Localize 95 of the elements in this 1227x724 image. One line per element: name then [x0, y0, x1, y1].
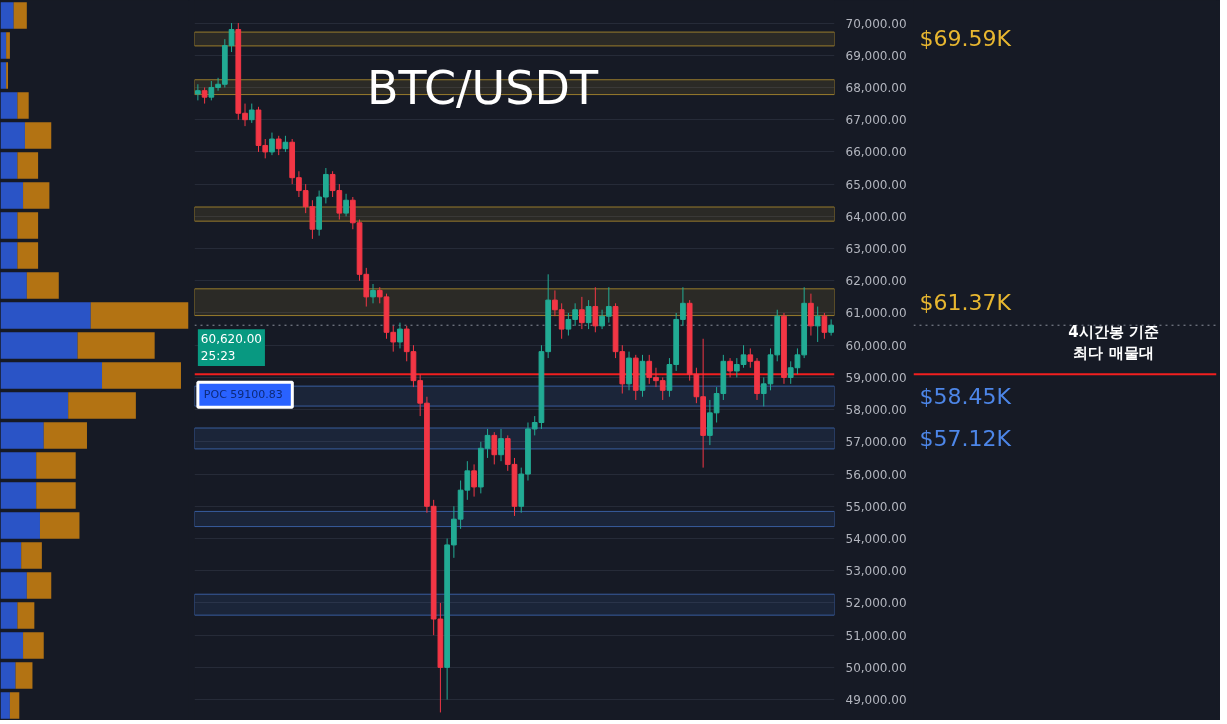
- bar: [26, 572, 52, 599]
- y-tick-label: 51,000.00: [845, 628, 907, 643]
- y-tick-label: 56,000.00: [845, 467, 907, 482]
- candlestick: [821, 312, 828, 340]
- bar: [17, 602, 35, 629]
- bar: [39, 512, 80, 539]
- bar: [0, 482, 37, 509]
- bar: [0, 182, 24, 209]
- y-tick-label: 59,000.00: [845, 370, 907, 385]
- candlestick: [471, 463, 477, 498]
- bar: [21, 542, 42, 569]
- bar: [68, 392, 136, 419]
- candlestick: [370, 283, 376, 304]
- candlestick: [397, 322, 403, 349]
- bar: [0, 542, 22, 569]
- bar: [0, 62, 7, 89]
- band-label: $58.45K: [919, 383, 1012, 409]
- bar: [17, 212, 39, 239]
- bar: [0, 122, 25, 149]
- bar: [0, 452, 37, 479]
- candlestick: [828, 318, 834, 337]
- candlestick: [195, 83, 201, 101]
- y-tick-label: 52,000.00: [845, 596, 907, 611]
- y-tick-label: 53,000.00: [845, 564, 907, 579]
- y-tick-label: 55,000.00: [845, 499, 907, 514]
- bar: [6, 32, 10, 59]
- bar: [0, 272, 27, 299]
- bar: [0, 302, 91, 329]
- text: BTC/USDT: [367, 60, 599, 115]
- bar: [0, 632, 24, 659]
- candlestick: [248, 103, 255, 124]
- band-label: $61.37K: [919, 289, 1012, 315]
- y-tick-label: 70,000.00: [845, 16, 907, 31]
- bar: [23, 632, 44, 659]
- bar: [0, 362, 103, 389]
- y-tick-label: 65,000.00: [845, 177, 907, 192]
- candlestick: [491, 431, 498, 465]
- bar: [17, 242, 39, 269]
- bar: [0, 662, 16, 689]
- candlestick: [269, 132, 275, 156]
- candlestick: [498, 428, 504, 462]
- y-tick-label: 63,000.00: [845, 242, 907, 257]
- text: 4시간봉 기준 최다 매물대: [1068, 322, 1159, 363]
- bar: [26, 272, 59, 299]
- y-tick-label: 54,000.00: [845, 531, 907, 546]
- candlestick: [808, 293, 814, 337]
- y-tick-label: 68,000.00: [845, 80, 907, 95]
- bar: [0, 2, 14, 29]
- candlestick: [579, 296, 585, 330]
- bar: [0, 242, 18, 269]
- bar: [0, 512, 40, 539]
- y-tick-label: 69,000.00: [845, 48, 907, 63]
- bar: [43, 422, 87, 449]
- bar: [24, 122, 52, 149]
- bar: [0, 422, 44, 449]
- y-tick-label: 60,000.00: [845, 338, 907, 353]
- bar: [0, 212, 18, 239]
- bar: [23, 182, 50, 209]
- band-label: $69.59K: [919, 26, 1012, 52]
- bar: [0, 152, 18, 179]
- y-tick-label: 64,000.00: [845, 209, 907, 224]
- y-tick-label: 66,000.00: [845, 145, 907, 160]
- ref-line-label: 60,620.00 25:23: [200, 332, 262, 364]
- bar: [15, 662, 33, 689]
- y-tick-label: 50,000.00: [845, 660, 907, 675]
- bar: [0, 392, 69, 419]
- candlestick: [275, 135, 282, 156]
- bar: [36, 482, 76, 509]
- bar: [102, 362, 181, 389]
- candlestick: [814, 306, 821, 343]
- bar: [0, 692, 10, 719]
- ref-line-label: POC 59100.83: [203, 388, 283, 402]
- y-tick-label: 61,000.00: [845, 306, 907, 321]
- y-tick-label: 67,000.00: [845, 113, 907, 128]
- bar: [90, 302, 189, 329]
- candlestick: [727, 357, 733, 378]
- candlestick: [592, 286, 599, 333]
- bar: [13, 2, 27, 29]
- y-tick-label: 57,000.00: [845, 435, 907, 450]
- y-tick-label: 49,000.00: [845, 693, 907, 708]
- bar: [9, 692, 20, 719]
- candlestick: [585, 299, 592, 330]
- bar: [0, 602, 18, 629]
- bar: [77, 332, 155, 359]
- bar: [36, 452, 76, 479]
- candlestick: [343, 193, 349, 217]
- bar: [0, 32, 7, 59]
- y-tick-label: 58,000.00: [845, 403, 907, 418]
- band-label: $57.12K: [919, 425, 1012, 451]
- bar: [0, 572, 27, 599]
- bar: [17, 152, 39, 179]
- bar: [0, 92, 18, 119]
- bar: [0, 332, 78, 359]
- y-tick-label: 62,000.00: [845, 274, 907, 289]
- bar: [17, 92, 29, 119]
